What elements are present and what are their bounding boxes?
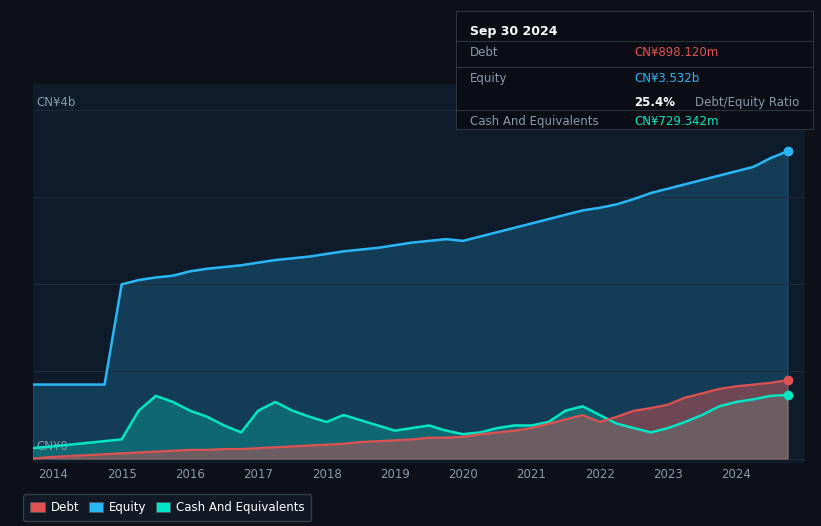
Text: Sep 30 2024: Sep 30 2024 bbox=[470, 25, 557, 38]
Legend: Debt, Equity, Cash And Equivalents: Debt, Equity, Cash And Equivalents bbox=[23, 494, 311, 521]
Text: CN¥729.342m: CN¥729.342m bbox=[635, 115, 718, 128]
Text: Cash And Equivalents: Cash And Equivalents bbox=[470, 115, 599, 128]
Text: CN¥3.532b: CN¥3.532b bbox=[635, 72, 699, 85]
Text: 25.4%: 25.4% bbox=[635, 96, 675, 109]
Text: Debt: Debt bbox=[470, 46, 498, 59]
Text: CN¥0: CN¥0 bbox=[37, 440, 68, 453]
Text: Debt/Equity Ratio: Debt/Equity Ratio bbox=[695, 96, 799, 109]
Text: Equity: Equity bbox=[470, 72, 507, 85]
Text: CN¥4b: CN¥4b bbox=[37, 96, 76, 108]
Text: CN¥898.120m: CN¥898.120m bbox=[635, 46, 718, 59]
